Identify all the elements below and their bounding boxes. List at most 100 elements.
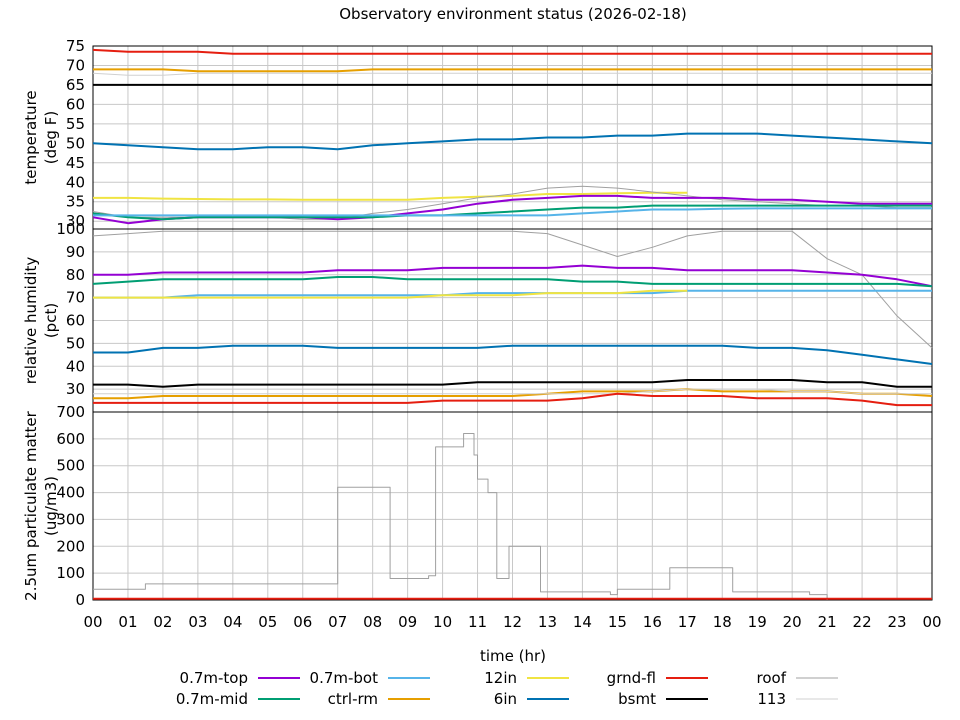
x-tick-label: 15 — [608, 613, 627, 631]
series-roof — [93, 433, 828, 600]
x-tick-label: 00 — [83, 613, 102, 631]
legend-item: 0.7m-top — [180, 669, 300, 687]
y-tick-label: 400 — [56, 484, 85, 502]
y-tick-label: 0 — [75, 591, 85, 609]
series-ctrl-rm — [93, 68, 932, 73]
x-tick-label: 14 — [573, 613, 592, 631]
y-axis-label: 2.5um particulate matter (ug/m3) — [22, 410, 60, 600]
y-tick-label: 50 — [66, 334, 85, 352]
y-axis-label-line: temperature — [22, 90, 40, 184]
chart-title: Observatory environment status (2026-02-… — [339, 5, 687, 23]
x-tick-label: 04 — [223, 613, 242, 631]
y-tick-label: 30 — [66, 212, 85, 230]
legend-label: 6in — [494, 690, 517, 708]
y-tick-label: 700 — [56, 403, 85, 421]
y-axis-label-line: (deg F) — [42, 111, 60, 164]
x-tick-label: 19 — [748, 613, 767, 631]
x-tick-label: 07 — [328, 613, 347, 631]
legend-label: 0.7m-top — [180, 669, 248, 687]
x-tick-label: 21 — [818, 613, 837, 631]
y-tick-label: 60 — [66, 312, 85, 330]
series-6in — [93, 344, 933, 365]
x-tick-label: 06 — [293, 613, 312, 631]
x-tick-label: 22 — [853, 613, 872, 631]
y-tick-label: 75 — [66, 37, 85, 55]
series-12in — [93, 289, 688, 299]
y-axis-label: temperature (deg F) — [22, 90, 60, 184]
y-tick-label: 90 — [66, 243, 85, 261]
y-tick-label: 70 — [66, 56, 85, 74]
y-tick-label: 80 — [66, 266, 85, 284]
legend-item: 12in — [484, 669, 569, 687]
series-0.7m-mid — [92, 276, 933, 288]
x-tick-label: 00 — [922, 613, 941, 631]
legend-label: 0.7m-mid — [176, 690, 248, 708]
y-tick-label: 100 — [56, 564, 85, 582]
x-tick-label: 02 — [153, 613, 172, 631]
legend-label: roof — [757, 669, 787, 687]
legend-item: 113 — [757, 690, 838, 708]
y-tick-label: 40 — [66, 173, 85, 191]
x-tick-label: 05 — [258, 613, 277, 631]
series-roof — [92, 230, 933, 349]
series-12in — [93, 191, 688, 201]
panel-2: 30 40 50 60 70 80 90 100 relative humidity (pct) — [22, 220, 933, 413]
x-tick-label: 08 — [363, 613, 382, 631]
y-axis-label-line: (pct) — [42, 303, 60, 338]
x-tick-label: 12 — [503, 613, 522, 631]
x-tick-label: 13 — [538, 613, 557, 631]
legend-item: 0.7m-bot — [310, 669, 430, 687]
legend-item: 6in — [494, 690, 569, 708]
series-113 — [93, 388, 932, 395]
y-tick-label: 70 — [66, 289, 85, 307]
y-axis-label-line: 2.5um particulate matter — [22, 410, 40, 600]
x-tick-label: 17 — [678, 613, 697, 631]
x-axis-label: time (hr) — [480, 647, 546, 665]
legend-label: 12in — [484, 669, 517, 687]
y-axis-label-line: (ug/m3) — [42, 476, 60, 536]
y-tick-label: 60 — [66, 95, 85, 113]
series-grnd-fl — [92, 48, 932, 55]
panel-frame — [92, 411, 933, 601]
y-tick-label: 600 — [56, 430, 85, 448]
x-tick-label: 10 — [433, 613, 452, 631]
y-axis-label: relative humidity (pct) — [22, 257, 60, 385]
series-0.7m-top — [93, 264, 933, 288]
y-tick-label: 55 — [66, 115, 85, 133]
x-tick-label: 03 — [188, 613, 207, 631]
legend-item: ctrl-rm — [328, 690, 430, 708]
y-tick-label: 300 — [56, 510, 85, 528]
y-tick-label: 65 — [66, 76, 85, 94]
legend-item: bsmt — [618, 690, 708, 708]
legend-item: 0.7m-mid — [176, 690, 300, 708]
x-tick-label: 20 — [783, 613, 802, 631]
series-0.7m-bot — [93, 207, 932, 217]
y-tick-label: 50 — [66, 134, 85, 152]
series-bsmt — [93, 379, 932, 388]
legend-label: 113 — [757, 690, 786, 708]
y-tick-label: 35 — [66, 193, 85, 211]
series-grnd-fl — [93, 392, 932, 407]
x-tick-label: 23 — [887, 613, 906, 631]
series-0.7m-mid — [92, 204, 932, 221]
x-tick-label: 09 — [398, 613, 417, 631]
legend-label: 0.7m-bot — [310, 669, 379, 687]
legend-label: grnd-fl — [607, 669, 656, 687]
y-tick-label: 40 — [66, 357, 85, 375]
y-tick-label: 45 — [66, 154, 85, 172]
legend-item: roof — [757, 669, 838, 687]
legend-item: grnd-fl — [607, 669, 708, 687]
y-tick-label: 100 — [56, 220, 85, 238]
legend-label: bsmt — [618, 690, 656, 708]
legend-label: ctrl-rm — [328, 690, 378, 708]
x-tick-label: 16 — [643, 613, 662, 631]
x-tick-label: 11 — [468, 613, 487, 631]
series-6in — [92, 132, 933, 151]
series-113 — [92, 72, 932, 76]
x-tick-label: 01 — [118, 613, 137, 631]
x-tick-label: 18 — [713, 613, 732, 631]
series-0.7m-bot — [93, 289, 932, 299]
